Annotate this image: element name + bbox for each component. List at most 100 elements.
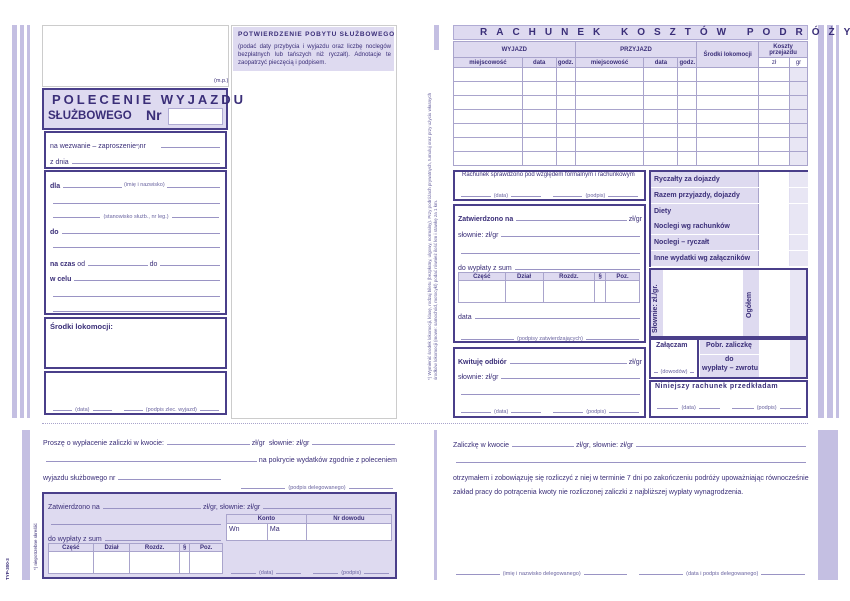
blank-field[interactable]	[53, 247, 220, 248]
travel-cell[interactable]	[758, 95, 790, 110]
travel-cell[interactable]	[696, 95, 760, 110]
travel-cell[interactable]	[758, 123, 790, 138]
from-field[interactable]	[88, 265, 148, 266]
travel-cell[interactable]	[453, 137, 523, 152]
travel-cell[interactable]	[643, 67, 679, 82]
receipt-amount-field[interactable]	[512, 446, 575, 447]
travel-cell[interactable]	[555, 67, 576, 82]
summary-zl-cell[interactable]	[759, 187, 790, 203]
order-number-field[interactable]	[118, 479, 221, 480]
blank-field[interactable]	[51, 524, 221, 525]
travel-cell[interactable]	[555, 123, 576, 138]
travel-cell[interactable]	[788, 67, 809, 82]
travel-cell[interactable]	[696, 109, 760, 124]
travel-cell[interactable]	[574, 151, 645, 166]
travel-cell[interactable]	[696, 123, 760, 138]
travel-cell[interactable]	[521, 95, 557, 110]
blank-field[interactable]	[456, 462, 806, 463]
travel-cell[interactable]	[788, 137, 809, 152]
travel-cell[interactable]	[643, 123, 679, 138]
summary-gr-cell[interactable]	[790, 187, 808, 203]
travel-cell[interactable]	[453, 67, 523, 82]
travel-cell[interactable]	[758, 109, 790, 124]
words-field[interactable]	[312, 444, 395, 445]
travel-cell[interactable]	[643, 95, 679, 110]
travel-cell[interactable]	[758, 67, 790, 82]
travel-cell[interactable]	[677, 81, 698, 96]
summary-zl-cell[interactable]	[759, 251, 790, 266]
words-field[interactable]	[636, 446, 806, 447]
approved-amount-field[interactable]	[102, 508, 202, 509]
travel-cell[interactable]	[677, 151, 698, 166]
travel-cell[interactable]	[521, 81, 557, 96]
travel-cell[interactable]	[643, 81, 679, 96]
summary-gr-cell[interactable]	[790, 203, 808, 219]
travel-cell[interactable]	[677, 123, 698, 138]
blank-field[interactable]	[53, 203, 220, 204]
travel-cell[interactable]	[555, 81, 576, 96]
travel-cell[interactable]	[555, 137, 576, 152]
travel-cell[interactable]	[677, 95, 698, 110]
travel-cell[interactable]	[453, 109, 523, 124]
travel-cell[interactable]	[574, 137, 645, 152]
travel-cell[interactable]	[521, 123, 557, 138]
travel-cell[interactable]	[788, 151, 809, 166]
summary-gr-cell[interactable]	[790, 172, 808, 187]
words-field[interactable]	[501, 378, 640, 379]
date-field[interactable]	[474, 318, 640, 319]
travel-cell[interactable]	[696, 137, 760, 152]
blank-field[interactable]	[461, 394, 640, 395]
travel-cell[interactable]	[696, 81, 760, 96]
travel-cell[interactable]	[696, 67, 760, 82]
summary-gr-cell[interactable]	[790, 219, 808, 235]
travel-cell[interactable]	[788, 123, 809, 138]
payout-field[interactable]	[104, 540, 221, 541]
travel-cell[interactable]	[521, 137, 557, 152]
approved-amount-field[interactable]	[516, 220, 627, 221]
travel-cell[interactable]	[758, 151, 790, 166]
travel-cell[interactable]	[643, 151, 679, 166]
travel-cell[interactable]	[574, 123, 645, 138]
summary-gr-cell[interactable]	[790, 235, 808, 251]
travel-cell[interactable]	[677, 109, 698, 124]
travel-cell[interactable]	[677, 67, 698, 82]
travel-cell[interactable]	[574, 81, 645, 96]
payout-field[interactable]	[514, 269, 640, 270]
travel-cell[interactable]	[758, 137, 790, 152]
travel-cell[interactable]	[677, 137, 698, 152]
blank-field[interactable]	[461, 253, 640, 254]
nr-input[interactable]	[168, 108, 223, 125]
words-field[interactable]	[263, 508, 391, 509]
summary-gr-cell[interactable]	[790, 251, 808, 266]
date-field[interactable]	[71, 163, 220, 164]
summary-zl-cell[interactable]	[759, 235, 790, 251]
summary-zl-cell[interactable]	[759, 219, 790, 235]
summary-zl-cell[interactable]	[759, 172, 790, 187]
destination-field[interactable]	[61, 233, 220, 234]
travel-cell[interactable]	[788, 95, 809, 110]
travel-cell[interactable]	[453, 151, 523, 166]
travel-cell[interactable]	[758, 81, 790, 96]
purpose-field[interactable]	[74, 280, 220, 281]
words-field[interactable]	[501, 236, 640, 237]
travel-cell[interactable]	[453, 123, 523, 138]
travel-cell[interactable]	[453, 81, 523, 96]
travel-cell[interactable]	[521, 67, 557, 82]
travel-cell[interactable]	[574, 67, 645, 82]
travel-cell[interactable]	[555, 151, 576, 166]
travel-cell[interactable]	[555, 109, 576, 124]
words-field-2[interactable]	[46, 461, 257, 462]
travel-cell[interactable]	[574, 95, 645, 110]
travel-cell[interactable]	[643, 137, 679, 152]
blank-field[interactable]	[53, 296, 220, 297]
blank-field[interactable]	[53, 311, 220, 312]
travel-cell[interactable]	[574, 109, 645, 124]
travel-cell[interactable]	[696, 151, 760, 166]
travel-cell[interactable]	[555, 95, 576, 110]
travel-cell[interactable]	[788, 81, 809, 96]
travel-cell[interactable]	[453, 95, 523, 110]
received-amount-field[interactable]	[509, 363, 627, 364]
summons-nr-field[interactable]	[160, 147, 220, 148]
travel-cell[interactable]	[521, 109, 557, 124]
travel-cell[interactable]	[521, 151, 557, 166]
